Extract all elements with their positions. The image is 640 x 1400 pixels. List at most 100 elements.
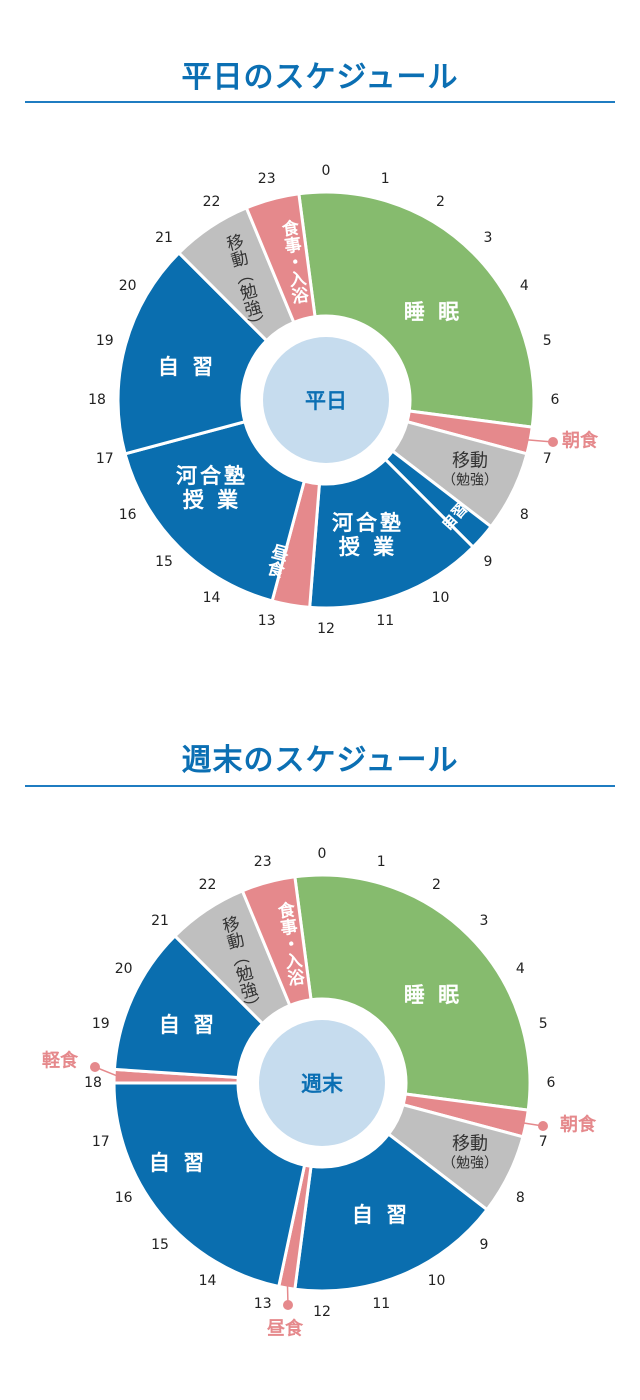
segment-label: 軽食 <box>42 1050 78 1073</box>
segment-label: 河合塾授 業 <box>176 464 248 512</box>
segment-slice <box>297 190 536 429</box>
hour-tick-label: 13 <box>257 613 276 630</box>
hour-tick-label: 14 <box>202 590 221 607</box>
segment-slice <box>240 875 313 1008</box>
segment-slice <box>123 419 307 603</box>
segment-label-line: 昼食 <box>267 1318 303 1340</box>
segment-label-line: 睡 眠 <box>403 982 463 1007</box>
hour-tick-label: 17 <box>95 451 114 468</box>
hour-tick-label: 12 <box>313 1304 331 1320</box>
hour-tick-label: 10 <box>427 1273 446 1290</box>
segment-slice <box>308 457 476 610</box>
segment-label: 自 習 <box>158 355 216 379</box>
segment-label: 移動（勉強） <box>442 450 498 489</box>
segment-label: 朝食 <box>562 430 598 453</box>
segment-label-line: 移動 <box>452 1133 488 1155</box>
segment-label: 朝食 <box>560 1114 596 1137</box>
hour-tick-label: 11 <box>376 613 395 630</box>
hour-tick-label: 4 <box>515 960 525 977</box>
segment-label: 河合塾授 業 <box>332 511 404 559</box>
hour-tick-label: 1 <box>376 853 386 870</box>
segment-label-line: 河合塾 <box>332 510 404 535</box>
segment-label: 睡 眠 <box>404 300 462 324</box>
hour-tick-label: 22 <box>202 193 221 210</box>
callout-dot <box>283 1300 293 1310</box>
segment-slice <box>112 933 265 1080</box>
hour-tick-label: 17 <box>91 1134 110 1151</box>
segment-label-line: 河合塾 <box>176 463 248 488</box>
segment-label-line: 移動 <box>452 450 488 472</box>
callout-dot <box>90 1062 100 1072</box>
hour-tick-label: 23 <box>253 853 272 870</box>
segment-label-line: 授 業 <box>338 535 398 559</box>
segment-slice <box>293 873 532 1112</box>
hour-tick-label: 5 <box>542 332 552 349</box>
segment-label-line: （勉強） <box>442 472 498 489</box>
weekend-title: 週末のスケジュール <box>181 743 459 778</box>
hour-tick-label: 3 <box>479 913 489 930</box>
hour-tick-label: 13 <box>253 1296 272 1313</box>
hour-tick-label: 11 <box>372 1296 391 1313</box>
segment-label-line: 朝食 <box>560 1114 596 1136</box>
callout-dot <box>548 437 558 447</box>
hour-tick-label: 20 <box>118 277 137 294</box>
segment-label-line: 自 習 <box>158 1012 218 1037</box>
hour-tick-label: 1 <box>380 170 390 187</box>
weekday-title-rule <box>25 101 615 103</box>
hour-tick-label: 22 <box>198 876 217 893</box>
hour-tick-label: 5 <box>538 1015 548 1032</box>
hour-tick-label: 21 <box>155 230 173 247</box>
segment-label-line: 授 業 <box>182 488 242 512</box>
hour-tick-label: 9 <box>479 1236 489 1253</box>
segment-label: 自 習 <box>159 1013 217 1037</box>
segment-label-line: 軽食 <box>42 1050 78 1072</box>
hour-tick-label: 8 <box>519 506 529 523</box>
hour-tick-label: 12 <box>317 621 335 637</box>
hour-tick-label: 20 <box>114 960 133 977</box>
hour-tick-label: 15 <box>155 553 173 570</box>
hour-tick-label: 6 <box>546 1075 556 1091</box>
segment-slice <box>244 192 317 325</box>
segment-label: 自 習 <box>149 1151 207 1175</box>
hour-tick-label: 0 <box>317 846 327 862</box>
hour-tick-label: 18 <box>88 392 106 408</box>
segment-label: 睡 眠 <box>404 983 462 1007</box>
hour-tick-label: 15 <box>151 1236 169 1253</box>
center-circle <box>263 337 389 463</box>
segment-slice <box>293 1132 490 1293</box>
callout-dot <box>538 1121 548 1131</box>
hour-tick-label: 19 <box>91 1015 110 1032</box>
segment-label: 昼食 <box>267 1318 303 1341</box>
hour-tick-label: 3 <box>483 230 493 247</box>
hour-tick-label: 4 <box>519 277 529 294</box>
weekday-title: 平日のスケジュール <box>181 60 459 95</box>
hour-tick-label: 2 <box>432 876 441 893</box>
center-label: 平日 <box>305 389 347 413</box>
segment-label-line: （勉強） <box>442 1155 498 1172</box>
hour-tick-label: 9 <box>483 553 493 570</box>
hour-tick-label: 16 <box>114 1189 133 1206</box>
segment-label-line: 朝食 <box>562 430 598 452</box>
weekend-title-rule <box>25 785 615 787</box>
hour-tick-label: 16 <box>118 506 137 523</box>
segment-label-line: 睡 眠 <box>403 299 463 324</box>
segment-label: 自 習 <box>352 1203 410 1227</box>
hour-tick-label: 8 <box>515 1189 525 1206</box>
center-label: 週末 <box>301 1072 343 1096</box>
hour-tick-label: 7 <box>542 451 552 468</box>
hour-tick-label: 6 <box>550 392 560 408</box>
hour-tick-label: 14 <box>198 1273 217 1290</box>
hour-tick-label: 0 <box>321 163 331 179</box>
hour-tick-label: 21 <box>151 913 169 930</box>
segment-slice <box>116 250 269 456</box>
center-circle <box>259 1020 385 1146</box>
segment-slice <box>112 1081 307 1289</box>
segment-label-line: 自 習 <box>148 1150 208 1175</box>
hour-tick-label: 23 <box>257 170 276 187</box>
hour-tick-label: 18 <box>84 1075 102 1091</box>
hour-tick-label: 7 <box>538 1134 548 1151</box>
hour-tick-label: 2 <box>436 193 445 210</box>
segment-label-line: 自 習 <box>351 1202 411 1227</box>
segment-label-line: 自 習 <box>157 354 217 379</box>
